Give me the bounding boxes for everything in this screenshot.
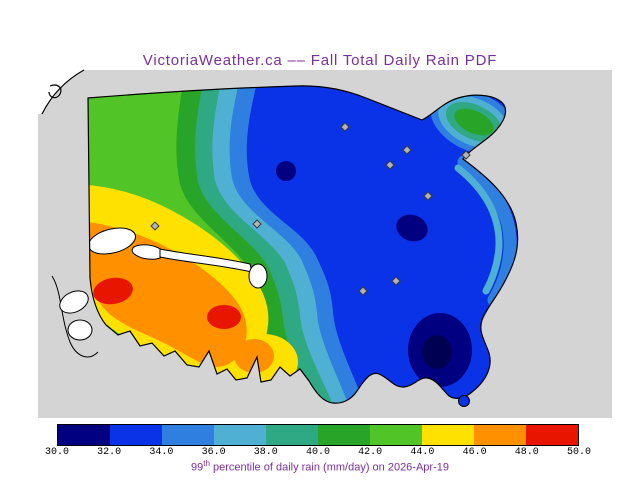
colorbar-tick: 36.0 xyxy=(201,447,226,458)
station-marker xyxy=(402,145,412,155)
lagoon-1 xyxy=(59,290,89,314)
contour-field xyxy=(88,85,518,404)
low-spot-north xyxy=(276,161,296,181)
colorbar-tick: 32.0 xyxy=(97,447,122,458)
colorbar-segment-48-50 xyxy=(526,425,578,445)
colorbar-segment-40-42 xyxy=(318,425,370,445)
colorbar-segment-34-36 xyxy=(162,425,214,445)
station-markers xyxy=(150,122,471,296)
colorbar-segment-42-44 xyxy=(370,425,422,445)
caption: 99th percentile of daily rain (mm/day) o… xyxy=(0,459,640,474)
colorbar-segment-46-48 xyxy=(474,425,526,445)
caption-text: percentile of daily rain (mm/day) on 202… xyxy=(209,461,449,474)
colorbar-segment-44-46 xyxy=(422,425,474,445)
colorbar-tick: 48.0 xyxy=(514,447,539,458)
coast-band-36-38 xyxy=(454,164,503,295)
station-marker xyxy=(391,276,401,286)
lagoon-2 xyxy=(67,319,93,341)
lagoon-inlets xyxy=(51,275,99,358)
caption-ordinal-suffix: th xyxy=(203,459,210,468)
colorbar-tick: 44.0 xyxy=(410,447,435,458)
colorbar-ticks: 30.0 32.0 34.0 36.0 38.0 40.0 42.0 44.0 … xyxy=(45,447,591,459)
high-spot-central xyxy=(207,305,241,329)
coastline-hook xyxy=(48,84,62,99)
high-spot-west xyxy=(93,277,133,305)
water-area-topleft xyxy=(38,70,84,114)
colorbar-segment-38-40 xyxy=(266,425,318,445)
station-marker xyxy=(461,150,471,160)
colorbar-segment-32-34 xyxy=(110,425,162,445)
colorbar-segment-36-38 xyxy=(214,425,266,445)
colorbar-tick: 40.0 xyxy=(305,447,331,458)
contour-band-46-48 xyxy=(88,222,247,367)
colorbar-tick: 42.0 xyxy=(358,447,383,458)
station-marker xyxy=(358,286,368,296)
colorbar-segment-30-32 xyxy=(58,425,110,445)
colorbar-tick: 34.0 xyxy=(149,447,174,458)
caption-number: 99 xyxy=(191,461,204,474)
station-marker xyxy=(150,221,160,231)
low-spot-east xyxy=(396,214,428,242)
coast-band-34-36 xyxy=(457,155,517,307)
page-title: VictoriaWeather.ca –– Fall Total Daily R… xyxy=(142,52,498,69)
colorbar-tick: 50.0 xyxy=(566,447,592,458)
harbour-inlets xyxy=(88,227,268,289)
station-marker xyxy=(385,160,395,170)
inlet-bay xyxy=(248,263,268,289)
colorbar-tick: 46.0 xyxy=(462,447,487,458)
coastline-southwest xyxy=(51,275,99,358)
islet-southeast xyxy=(458,395,470,407)
low-spot-south-core xyxy=(422,335,452,369)
colorbar-tick: 30.0 xyxy=(44,447,70,458)
coastline-outline xyxy=(87,85,519,404)
tip-core-40-42 xyxy=(454,108,494,136)
colorbar-tick: 38.0 xyxy=(253,447,278,458)
station-marker xyxy=(340,122,350,132)
station-marker xyxy=(252,219,262,229)
station-marker xyxy=(423,191,433,201)
contour-lobe-46-48 xyxy=(234,339,274,373)
colorbar xyxy=(57,424,579,446)
